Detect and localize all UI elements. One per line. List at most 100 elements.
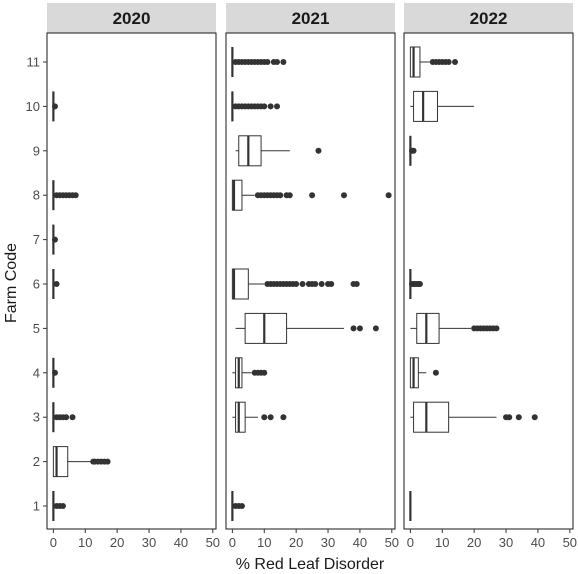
x-tick-label: 0 <box>50 535 57 550</box>
y-tick-label: 1 <box>33 499 40 514</box>
y-tick-label: 4 <box>33 365 40 380</box>
x-tick-label: 10 <box>78 535 92 550</box>
box-iqr <box>409 46 421 78</box>
x-tick-label: 10 <box>435 535 449 550</box>
outlier-point <box>69 414 76 421</box>
outlier-point <box>277 192 284 199</box>
box-farm-6 <box>408 269 423 299</box>
x-tick-label: 20 <box>467 535 481 550</box>
outlier-point <box>274 103 281 110</box>
x-tick-label: 30 <box>142 535 156 550</box>
x-axis-title: % Red Leaf Disorder <box>236 556 385 573</box>
plot-panel <box>225 32 396 530</box>
box-farm-5 <box>410 312 500 344</box>
outlier-point <box>318 281 325 287</box>
outlier-point <box>286 192 293 199</box>
facet-strip <box>404 3 573 33</box>
facet-strip <box>47 3 216 33</box>
box-farm-10 <box>231 91 281 122</box>
x-tick-label: 0 <box>407 535 414 550</box>
box-farm-8 <box>231 179 392 211</box>
outlier-point <box>328 281 335 287</box>
facet-panel-2021: 2021 0 10 20 30 40 50 <box>225 3 399 550</box>
outlier-point <box>353 281 360 287</box>
y-tick-label: 6 <box>33 277 40 292</box>
y-tick-label: 9 <box>33 143 40 158</box>
box-farm-3 <box>410 401 538 433</box>
outlier-point <box>299 281 306 287</box>
box-farm-4 <box>409 357 439 389</box>
box-farm-8 <box>52 180 79 211</box>
outlier-point <box>445 59 452 65</box>
outlier-point <box>261 103 268 110</box>
box-farm-6 <box>231 268 360 300</box>
box-farm-2 <box>52 446 111 478</box>
box-iqr <box>413 401 450 433</box>
outlier-point <box>238 503 245 509</box>
outlier-point <box>72 192 79 199</box>
x-tick-label: 30 <box>321 535 335 550</box>
box-farm-11 <box>409 46 459 78</box>
box-farm-4 <box>232 357 268 389</box>
outlier-point <box>293 281 300 287</box>
y-tick-label: 8 <box>33 188 40 203</box>
box-farm-6 <box>52 269 60 299</box>
outlier-point <box>63 414 70 421</box>
box-iqr <box>244 312 288 344</box>
outlier-point <box>261 369 268 376</box>
x-tick-label: 20 <box>289 535 303 550</box>
outlier-point <box>51 369 58 376</box>
x-tick-label: 40 <box>174 535 188 550</box>
outlier-point <box>53 281 60 287</box>
x-tick-label: 50 <box>206 535 220 550</box>
outlier-point <box>51 103 58 110</box>
box-iqr <box>413 90 438 122</box>
outlier-point <box>416 281 423 287</box>
facet-strip-label: 2021 <box>292 9 330 28</box>
y-tick-label: 3 <box>33 410 40 425</box>
outlier-point <box>59 503 66 509</box>
x-tick-label: 50 <box>563 535 577 550</box>
box-farm-9 <box>235 135 322 167</box>
x-tick-label: 40 <box>531 535 545 550</box>
x-tick-label: 40 <box>353 535 367 550</box>
facet-strip-label: 2020 <box>113 9 151 28</box>
facet-panel-2020: 2020 0 10 20 30 40 50 1 2 3 4 5 6 7 8 9 10 11 <box>26 3 220 550</box>
y-tick-label: 10 <box>26 99 40 114</box>
outlier-point <box>104 458 111 465</box>
x-tick-label: 50 <box>385 535 399 550</box>
box-farm-10 <box>410 90 475 122</box>
outlier-point <box>267 103 274 110</box>
outlier-point <box>493 325 500 332</box>
outlier-point <box>261 414 268 421</box>
box-iqr <box>231 268 249 300</box>
box-iqr <box>235 401 246 433</box>
box-iqr <box>231 179 243 211</box>
box-farm-3 <box>52 402 76 433</box>
outlier-point <box>340 192 347 199</box>
y-tick-label: 7 <box>33 232 40 247</box>
facet-strip-label: 2022 <box>470 9 508 28</box>
plot-panel <box>46 32 217 530</box>
outlier-point <box>309 192 316 199</box>
outlier-point <box>280 59 287 65</box>
x-tick-label: 10 <box>257 535 271 550</box>
outlier-point <box>531 414 538 421</box>
outlier-point <box>515 414 522 421</box>
y-tick-label: 2 <box>33 454 40 469</box>
y-tick-label: 11 <box>27 55 41 70</box>
box-farm-5 <box>235 312 379 344</box>
outlier-point <box>372 325 379 332</box>
outlier-point <box>350 325 357 332</box>
box-iqr <box>238 135 262 167</box>
outlier-point <box>315 147 322 154</box>
outlier-point <box>385 192 392 199</box>
outlier-point <box>274 59 281 65</box>
outlier-point <box>356 325 363 332</box>
box-farm-11 <box>231 47 287 77</box>
box-farm-3 <box>232 401 287 433</box>
outlier-point <box>506 414 513 421</box>
outlier-point <box>410 147 417 154</box>
outlier-point <box>432 369 439 376</box>
